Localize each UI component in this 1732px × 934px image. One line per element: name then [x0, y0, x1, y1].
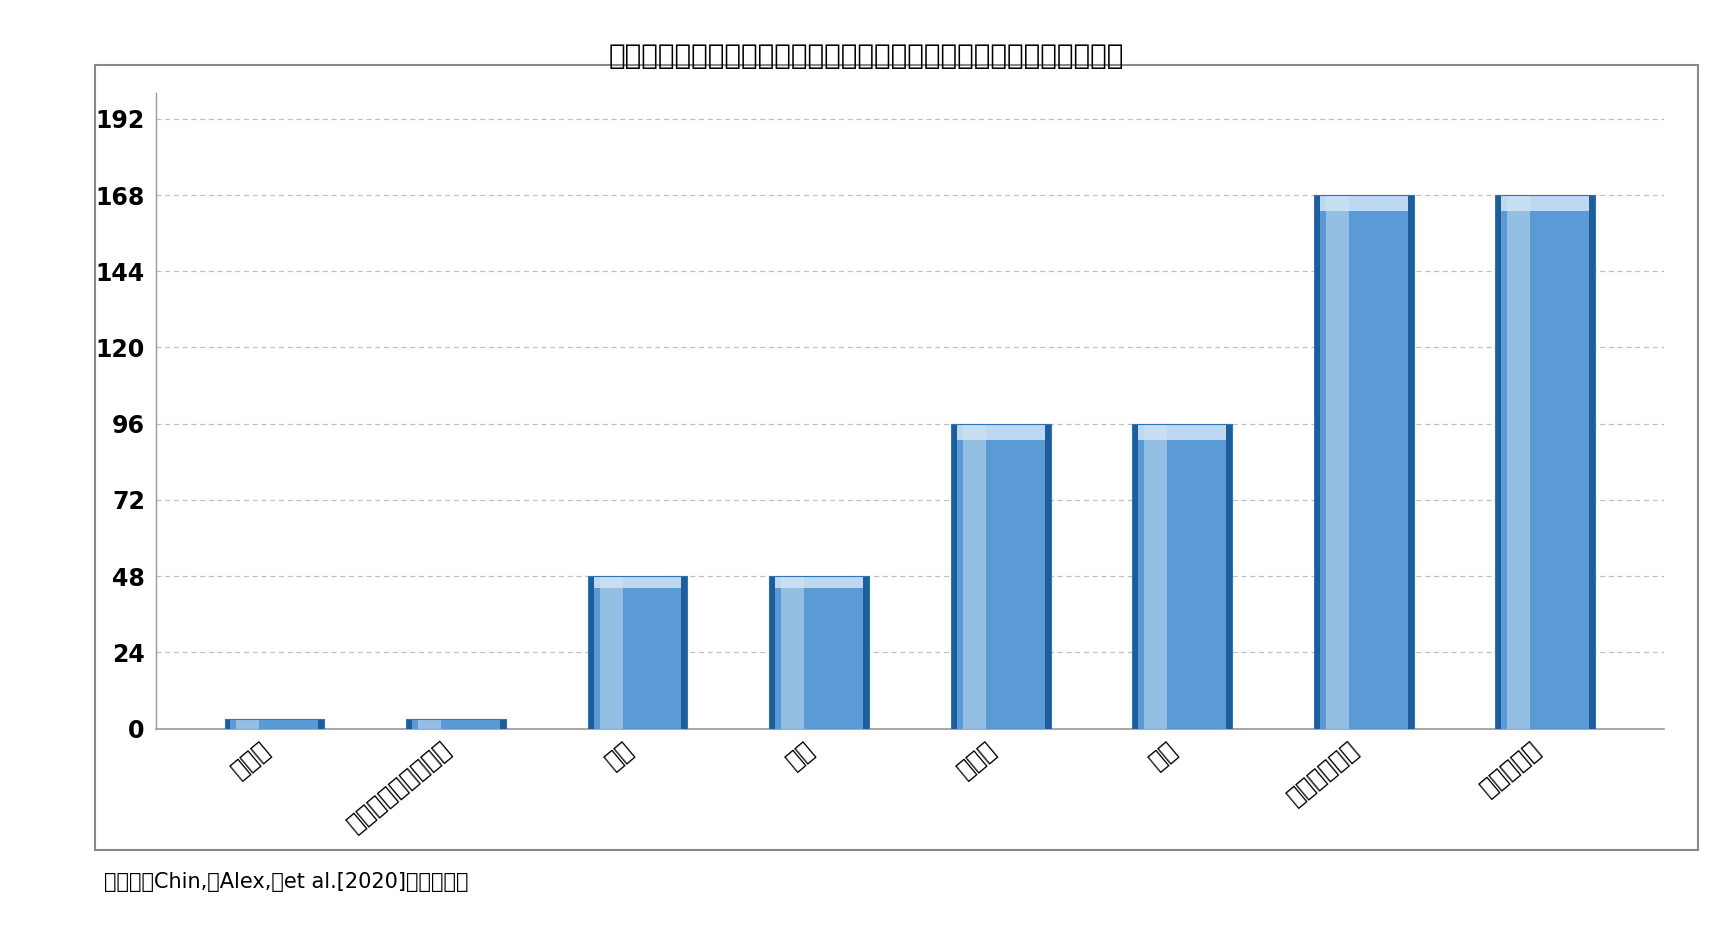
Text: 図表５：新型コロナウイルスが感染力を維持する時間（単位：時間）: 図表５：新型コロナウイルスが感染力を維持する時間（単位：時間）: [608, 42, 1124, 70]
Text: （資料：Chin,　Alex,　et al.[2020]から作成）: （資料：Chin, Alex, et al.[2020]から作成）: [104, 872, 468, 892]
